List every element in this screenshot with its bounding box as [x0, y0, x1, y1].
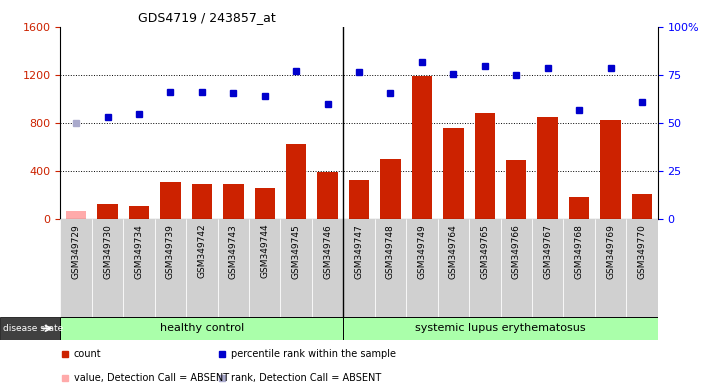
Text: GSM349745: GSM349745 [292, 224, 301, 278]
Text: count: count [74, 349, 102, 359]
Bar [406, 219, 438, 317]
Text: GSM349730: GSM349730 [103, 224, 112, 279]
Text: GSM349768: GSM349768 [574, 224, 584, 279]
Bar [600, 121, 621, 219]
Bar [412, 76, 432, 219]
Bar [249, 219, 280, 317]
Bar [160, 182, 181, 219]
Bar [192, 184, 212, 219]
Bar [626, 219, 658, 317]
Bar [286, 144, 306, 219]
Bar [563, 219, 595, 317]
Text: GSM349765: GSM349765 [481, 224, 489, 279]
Text: rank, Detection Call = ABSENT: rank, Detection Call = ABSENT [230, 372, 381, 383]
Text: GSM349742: GSM349742 [198, 224, 206, 278]
Bar [343, 317, 658, 340]
Bar [632, 194, 652, 219]
Bar [443, 127, 464, 219]
Text: value, Detection Call = ABSENT: value, Detection Call = ABSENT [74, 372, 229, 383]
Bar [506, 160, 526, 219]
Bar [155, 219, 186, 317]
Text: GSM349770: GSM349770 [638, 224, 646, 279]
Bar [569, 197, 589, 219]
Text: GSM349749: GSM349749 [417, 224, 427, 278]
Bar [474, 113, 495, 219]
Text: GSM349746: GSM349746 [323, 224, 332, 278]
Text: GSM349729: GSM349729 [72, 224, 80, 278]
Bar [595, 219, 626, 317]
Bar [538, 117, 558, 219]
Bar [380, 159, 401, 219]
Bar [60, 219, 92, 317]
Bar [501, 219, 532, 317]
Bar [97, 204, 118, 219]
Bar [218, 219, 249, 317]
Bar [349, 180, 369, 219]
Bar [223, 184, 244, 219]
Text: GSM349743: GSM349743 [229, 224, 237, 278]
Bar [343, 219, 375, 317]
Text: GSM349764: GSM349764 [449, 224, 458, 278]
Text: disease state: disease state [3, 324, 63, 333]
Bar [312, 219, 343, 317]
Text: GSM349766: GSM349766 [512, 224, 520, 279]
Bar [317, 172, 338, 219]
Text: GSM349739: GSM349739 [166, 224, 175, 279]
Text: GSM349734: GSM349734 [134, 224, 144, 278]
Text: GSM349767: GSM349767 [543, 224, 552, 279]
Text: percentile rank within the sample: percentile rank within the sample [230, 349, 395, 359]
Bar [438, 219, 469, 317]
Text: GSM349747: GSM349747 [355, 224, 363, 278]
Bar [66, 211, 86, 219]
Bar [60, 317, 343, 340]
Bar [469, 219, 501, 317]
Bar [280, 219, 312, 317]
Text: GSM349769: GSM349769 [606, 224, 615, 279]
Text: GSM349744: GSM349744 [260, 224, 269, 278]
Bar [255, 188, 275, 219]
Bar [123, 219, 155, 317]
Text: healthy control: healthy control [160, 323, 244, 333]
Bar [92, 219, 123, 317]
Text: GDS4719 / 243857_at: GDS4719 / 243857_at [138, 11, 276, 24]
Bar [375, 219, 406, 317]
Bar [186, 219, 218, 317]
Bar [129, 206, 149, 219]
Bar [532, 219, 563, 317]
Text: systemic lupus erythematosus: systemic lupus erythematosus [415, 323, 586, 333]
Text: GSM349748: GSM349748 [386, 224, 395, 278]
